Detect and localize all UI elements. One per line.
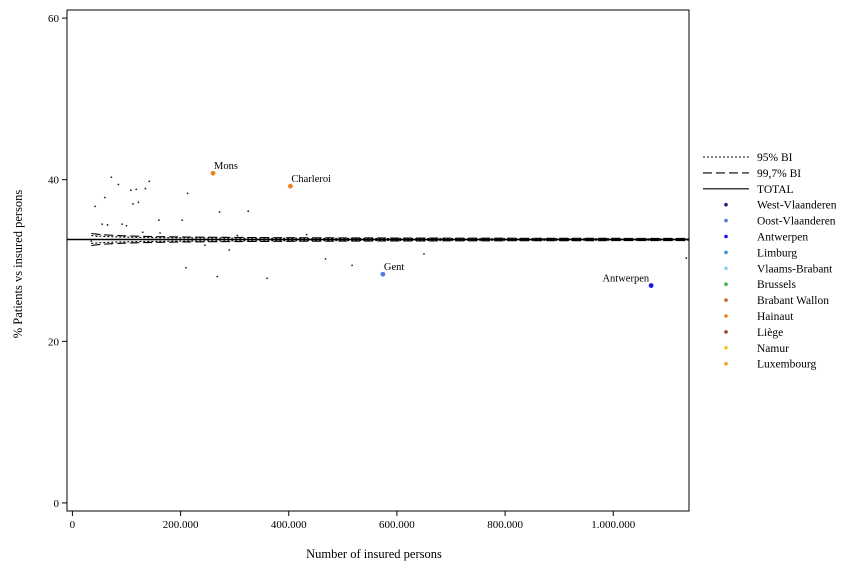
scatter-point xyxy=(103,196,106,199)
scatter-point xyxy=(266,277,269,280)
legend-marker xyxy=(724,218,728,223)
legend-label: Antwerpen xyxy=(757,232,808,244)
scatter-point xyxy=(216,275,219,278)
point-annotation: Charleroi xyxy=(291,174,331,185)
confidence-lines xyxy=(67,232,690,247)
scatter-point xyxy=(236,234,239,237)
x-tick-label: 1.000.000 xyxy=(591,519,636,531)
y-tick-label: 40 xyxy=(48,175,60,187)
scatter-point xyxy=(135,188,138,191)
scatter-point xyxy=(685,257,688,259)
scatter-point xyxy=(290,239,293,242)
scatter-point xyxy=(101,223,104,226)
scatter-point xyxy=(305,233,308,236)
legend-label: Liège xyxy=(757,327,783,339)
scatter-point xyxy=(186,192,189,195)
legend-marker xyxy=(724,298,728,302)
scatter-point xyxy=(423,253,425,255)
highlighted-point xyxy=(380,271,386,277)
scatter-point xyxy=(324,257,327,260)
legend-marker xyxy=(724,282,728,287)
x-tick-label: 200.000 xyxy=(163,519,199,531)
x-axis-title: Number of insured persons xyxy=(306,547,442,561)
legend-marker xyxy=(724,346,728,350)
scatter-point xyxy=(148,180,151,183)
legend: 95% BI 99,7% BI TOTAL West-Vlaanderen Oost-V… xyxy=(703,152,837,371)
scatter-point xyxy=(351,264,353,267)
legend-label: Namur xyxy=(757,343,789,355)
legend-label: Limburg xyxy=(757,247,797,259)
x-tick-label: 0 xyxy=(70,519,76,531)
highlighted-point xyxy=(210,170,216,176)
legend-marker xyxy=(724,202,728,207)
scatter-point xyxy=(95,235,98,238)
legend-label: 99,7% BI xyxy=(757,168,801,180)
legend-marker xyxy=(724,361,728,366)
legend-marker xyxy=(724,330,728,334)
legend-marker xyxy=(724,234,728,239)
legend-label: West-Vlaanderen xyxy=(757,200,837,212)
ci997-upper-line xyxy=(91,232,690,239)
y-axis-title: % Patients vs insured persons xyxy=(11,190,25,339)
legend-marker xyxy=(724,314,728,318)
scatter-point xyxy=(204,244,206,247)
scatter-point xyxy=(247,210,250,213)
scatter-point xyxy=(125,224,128,227)
plot-frame xyxy=(66,9,690,512)
scatter-point xyxy=(218,211,221,213)
scatter-point xyxy=(141,231,144,234)
legend-label: Oost-Vlaanderen xyxy=(757,216,836,228)
scatter-point xyxy=(228,249,231,251)
scatter-point xyxy=(117,183,120,186)
scatter-point xyxy=(121,223,124,226)
axis-ticks: 0 200.000 400.000 600.000 800.000 1.000.000 0 2… xyxy=(48,13,636,531)
x-tick-label: 600.000 xyxy=(379,519,415,531)
scatter-point xyxy=(144,187,147,190)
scatter-point xyxy=(132,203,134,205)
scatter-point xyxy=(159,232,161,234)
ci997-lower-line xyxy=(91,240,690,247)
x-tick-label: 400.000 xyxy=(271,519,307,531)
data-points: Mons Charleroi Gent Antwerpen xyxy=(90,161,688,288)
legend-label: Luxembourg xyxy=(757,359,816,371)
scatter-point xyxy=(94,205,97,208)
scatter-point xyxy=(110,176,113,179)
scatter-point xyxy=(158,219,160,221)
y-tick-label: 0 xyxy=(54,498,60,510)
legend-label: Hainaut xyxy=(757,311,794,323)
ci95-lower-line xyxy=(91,239,689,245)
scatter-point xyxy=(90,240,93,243)
legend-label: Brussels xyxy=(757,279,797,291)
scatter-point xyxy=(106,224,109,226)
x-tick-label: 800.000 xyxy=(487,519,523,531)
legend-marker xyxy=(724,266,728,271)
scatter-point xyxy=(185,266,187,269)
scatter-point xyxy=(129,189,132,192)
ci95-upper-line xyxy=(91,234,689,240)
legend-marker xyxy=(724,250,728,255)
scatter-point xyxy=(181,219,184,221)
highlighted-point xyxy=(287,183,293,189)
point-annotation: Antwerpen xyxy=(602,274,649,285)
y-tick-label: 20 xyxy=(48,336,60,348)
y-tick-label: 60 xyxy=(48,13,60,25)
point-annotation: Mons xyxy=(214,161,238,172)
point-annotation: Gent xyxy=(384,262,404,273)
highlighted-point xyxy=(648,283,654,288)
legend-label: TOTAL xyxy=(757,184,794,196)
scatter-point xyxy=(137,201,140,204)
legend-label: 95% BI xyxy=(757,152,793,164)
legend-label: Brabant Wallon xyxy=(757,295,829,307)
legend-label: Vlaams-Brabant xyxy=(757,263,833,275)
